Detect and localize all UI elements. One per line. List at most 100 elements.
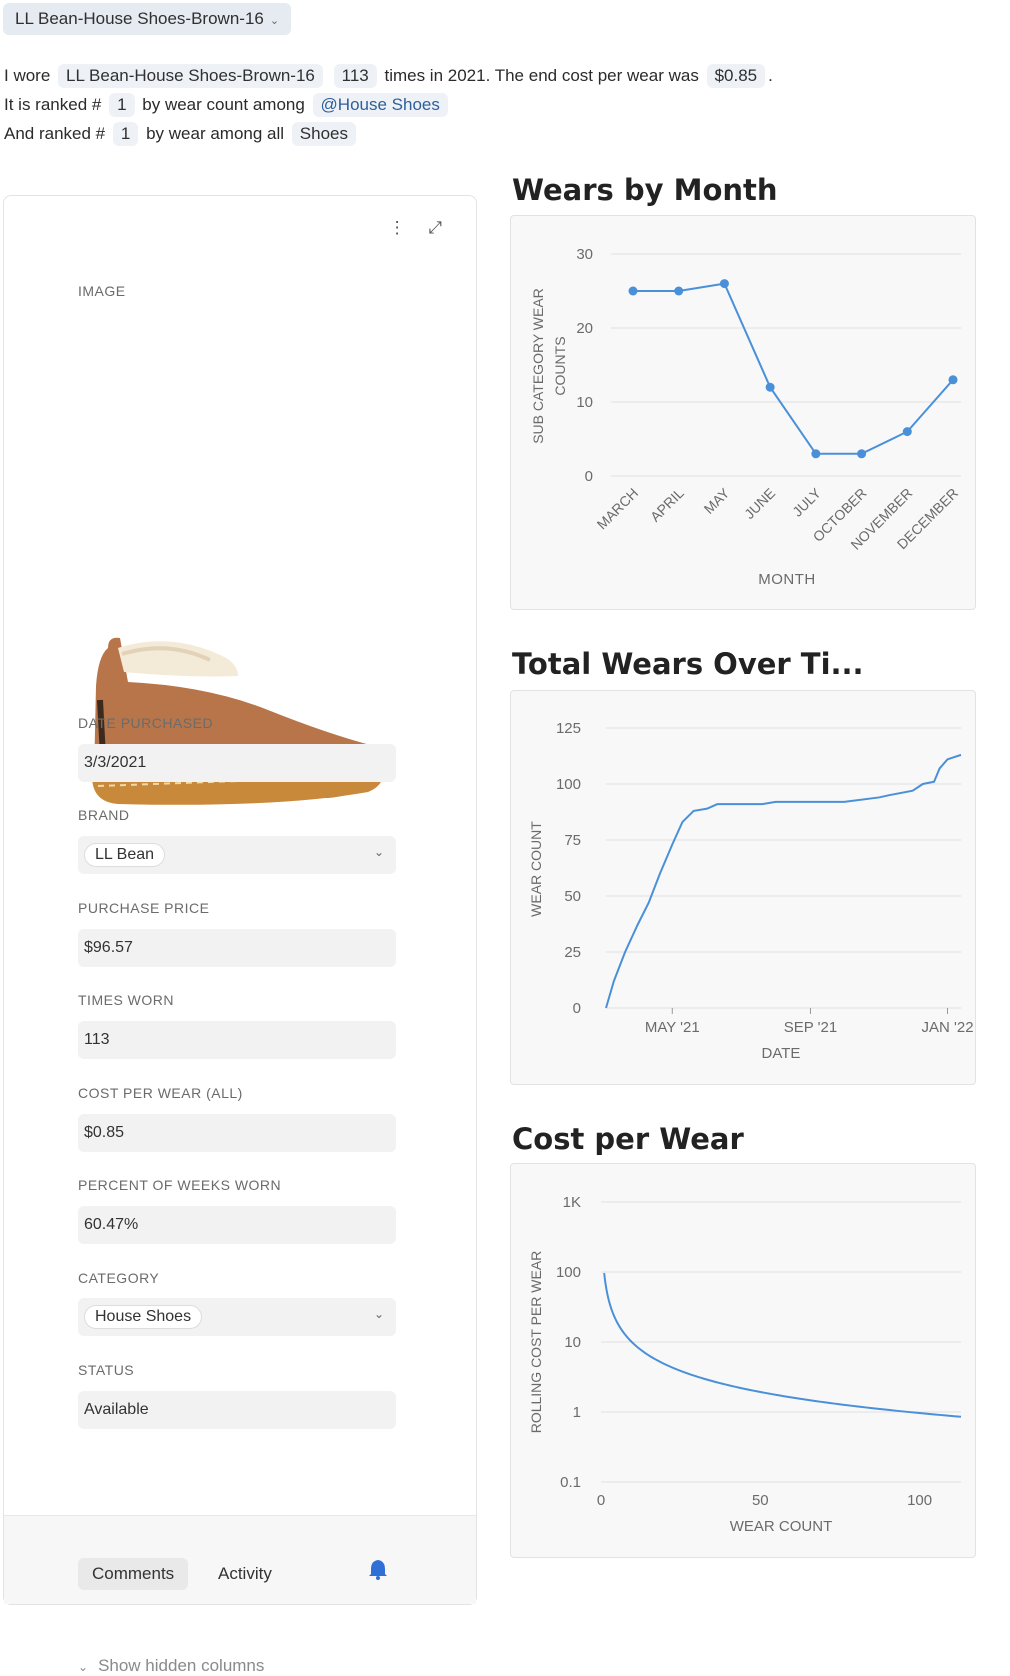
x-tick-label: MAY	[701, 484, 733, 516]
y-tick-label: 30	[576, 246, 593, 263]
y-tick-label: 25	[564, 944, 581, 961]
summary-text: by wear count among	[142, 95, 305, 114]
purchase-price-field[interactable]: $96.57	[78, 929, 396, 967]
y-tick-label: 100	[556, 1264, 581, 1281]
y-tick-label: 100	[556, 776, 581, 793]
total-wears-svg: 0 25 50 75 100 125 MAY '21 SEP '21 JAN '22 DATE WE…	[528, 720, 974, 1062]
chart-wears-by-month: 0 10 20 30 MARCH APRIL MAY JUNE JULY OCTOBER NOVEM…	[510, 215, 976, 610]
data-point	[857, 449, 867, 459]
record-title: LL Bean-House Shoes-Brown-16	[15, 9, 264, 28]
y-tick-label: 1	[573, 1404, 581, 1421]
x-tick-label: MAY '21	[645, 1019, 700, 1036]
x-tick-label: APRIL	[647, 485, 687, 525]
times-worn-field[interactable]: 113	[78, 1021, 396, 1059]
status-value: Available	[84, 1401, 149, 1418]
date-purchased-value: 3/3/2021	[84, 754, 147, 771]
category-label: CATEGORY	[78, 1270, 160, 1286]
summary-text: by wear among all	[146, 124, 285, 143]
category-select[interactable]: House Shoes ⌄	[78, 1298, 396, 1336]
series-line	[605, 753, 962, 1009]
x-tick-label: 50	[752, 1492, 769, 1509]
tab-activity[interactable]: Activity	[218, 1564, 272, 1583]
x-tick-label: MARCH	[594, 485, 642, 533]
x-tick-label: JUNE	[741, 485, 778, 522]
y-tick-label: 0.1	[560, 1474, 581, 1491]
cost-per-wear-field[interactable]: $0.85	[78, 1114, 396, 1152]
image-label: IMAGE	[78, 283, 126, 299]
data-point	[902, 427, 912, 437]
data-point	[719, 279, 729, 289]
more-options-icon[interactable]: ⋮	[388, 218, 406, 237]
chevron-down-icon: ⌄	[373, 845, 384, 859]
tab-comments[interactable]: Comments	[78, 1558, 189, 1590]
y-axis-label: ROLLING COST PER WEAR	[528, 1251, 544, 1434]
y-tick-label: 0	[585, 468, 593, 485]
brand-label: BRAND	[78, 807, 130, 823]
y-tick-label: 20	[576, 320, 593, 337]
data-point	[811, 449, 821, 459]
show-hidden-columns-button[interactable]: ⌄ Show hidden columns	[78, 1656, 264, 1676]
status-label: STATUS	[78, 1362, 135, 1378]
show-hidden-label: Show hidden columns	[98, 1656, 265, 1675]
x-axis-label: MONTH	[758, 571, 816, 588]
series-line	[603, 1272, 962, 1418]
brand-select[interactable]: LL Bean ⌄	[78, 836, 396, 874]
data-point	[674, 286, 684, 296]
y-tick-label: 75	[564, 832, 581, 849]
purchase-price-value: $96.57	[84, 939, 133, 956]
expand-icon[interactable]: ⤢	[428, 218, 442, 237]
card-footer: Comments Activity	[4, 1515, 476, 1604]
percent-weeks-field[interactable]: 60.47%	[78, 1206, 396, 1244]
x-axis-label: WEAR COUNT	[730, 1518, 833, 1535]
series-line	[633, 282, 954, 455]
chevron-down-icon[interactable]: ⌄	[269, 15, 280, 27]
data-point	[628, 286, 638, 296]
card-toolbar: ⋮ ⤢	[371, 218, 442, 238]
cost-per-wear-chip: $0.85	[706, 64, 766, 89]
chart-title-wears-by-month: Wears by Month	[512, 173, 778, 207]
bell-icon[interactable]	[366, 1558, 390, 1580]
y-tick-label: 0	[573, 1000, 581, 1017]
data-point	[765, 382, 775, 392]
summary-line-3: And ranked # 1 by wear among all Shoes	[4, 120, 359, 148]
chevron-down-icon: ⌄	[373, 1307, 384, 1321]
y-axis-label: COUNTS	[552, 336, 568, 395]
y-tick-label: 1K	[563, 1194, 581, 1211]
x-tick-label: JULY	[789, 484, 824, 519]
summary-text: times in 2021. The end cost per wear was	[384, 66, 699, 85]
brand-pill: LL Bean	[84, 843, 166, 867]
category-pill: House Shoes	[84, 1305, 203, 1329]
percent-weeks-label: PERCENT OF WEEKS WORN	[78, 1177, 282, 1193]
record-title-chip[interactable]: LL Bean-House Shoes-Brown-16 ⌄	[3, 3, 292, 35]
summary-line-2: It is ranked # 1 by wear count among @Ho…	[4, 91, 451, 119]
x-tick-label: 100	[907, 1492, 932, 1509]
purchase-price-label: PURCHASE PRICE	[78, 900, 210, 916]
y-tick-label: 50	[564, 888, 581, 905]
date-purchased-field[interactable]: 3/3/2021	[78, 744, 396, 782]
y-tick-label: 10	[576, 394, 593, 411]
record-card: ⋮ ⤢ IMAGE DATE PURCHASED 3/3/2021 BRAND …	[3, 195, 477, 1675]
category-link[interactable]: @House Shoes	[312, 93, 448, 118]
chart-title-cost-per-wear: Cost per Wear	[512, 1122, 744, 1156]
summary-line-1: I wore LL Bean-House Shoes-Brown-16 113 …	[4, 62, 773, 90]
x-tick-label: SEP '21	[784, 1019, 837, 1036]
rank-category-chip: 1	[109, 93, 135, 118]
summary-text: And ranked #	[4, 124, 106, 143]
date-purchased-label: DATE PURCHASED	[78, 715, 214, 731]
y-axis-label: WEAR COUNT	[528, 821, 544, 917]
item-name-chip: LL Bean-House Shoes-Brown-16	[58, 64, 323, 89]
summary-text: .	[768, 66, 773, 85]
chart-cost-per-wear: 0.1 1 10 100 1K 0 50 100 WEAR COUNT ROLLING COST …	[510, 1163, 976, 1558]
summary-text: It is ranked #	[4, 95, 102, 114]
status-field[interactable]: Available	[78, 1391, 396, 1429]
times-worn-label: TIMES WORN	[78, 992, 174, 1008]
y-tick-label: 10	[564, 1334, 581, 1351]
times-worn-value: 113	[84, 1031, 110, 1048]
summary-text: I wore	[4, 66, 51, 85]
y-axis-label: SUB CATEGORY WEAR	[530, 288, 546, 444]
chart-title-total-wears: Total Wears Over Ti...	[512, 647, 864, 681]
x-tick-label: 0	[597, 1492, 605, 1509]
chevron-down-icon: ⌄	[78, 1660, 89, 1674]
cost-per-wear-label: COST PER WEAR (ALL)	[78, 1085, 243, 1101]
